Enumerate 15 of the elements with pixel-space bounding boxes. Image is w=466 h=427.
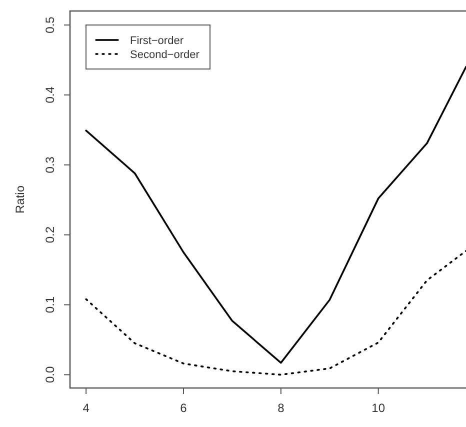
y-tick-label: 0.1: [43, 296, 57, 314]
y-tick-label: 0.0: [43, 366, 57, 384]
legend-label: First−order: [130, 35, 184, 47]
y-tick-label: 0.2: [43, 226, 57, 244]
y-tick-label: 0.4: [43, 86, 57, 104]
line-series: [85, 66, 466, 364]
x-tick-label: 6: [180, 401, 188, 415]
x-tick-label: 8: [278, 401, 285, 415]
x-tick-label: 10: [372, 401, 386, 415]
y-axis-title: Ratio: [13, 185, 27, 214]
x-tick-label: 4: [82, 401, 90, 415]
legend-label: Second−order: [130, 49, 200, 61]
y-tick-label: 0.3: [43, 156, 57, 174]
line-series: [85, 250, 466, 376]
y-tick-label: 0.5: [43, 16, 57, 34]
